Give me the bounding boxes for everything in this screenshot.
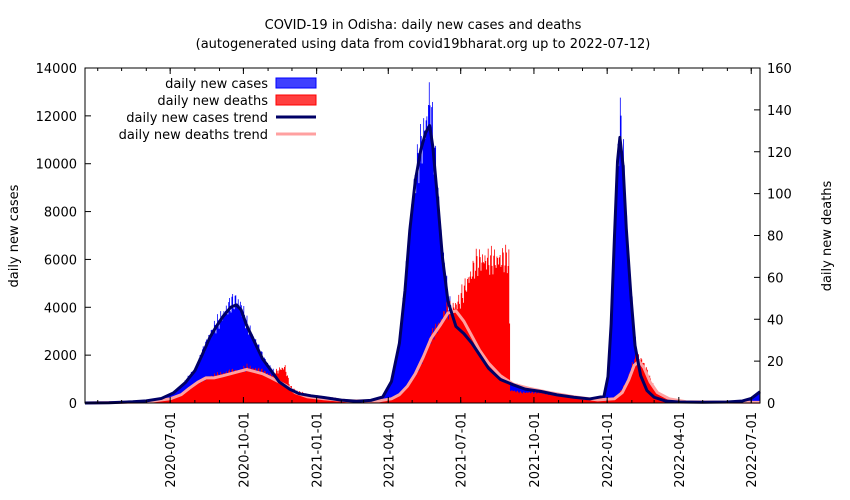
y-axis-label: daily new cases	[7, 184, 22, 287]
y2-tick-label: 60	[767, 271, 784, 286]
legend-label-cases: daily new cases	[165, 77, 268, 92]
y-tick-label: 4000	[44, 301, 77, 316]
y-tick-label: 10000	[36, 158, 77, 173]
x-tick-label: 2020-07-01	[164, 412, 179, 488]
y-tick-label: 6000	[44, 253, 77, 268]
y-tick-label: 2000	[44, 349, 77, 364]
y2-tick-label: 80	[767, 230, 784, 245]
trend-lines-layer	[84, 123, 761, 405]
legend: daily new cases daily new deaths daily n…	[119, 77, 317, 143]
y-tick-label: 8000	[44, 206, 77, 221]
y-axis-ticks: 0 2000 4000 6000 8000 10000 12000 14000	[36, 62, 91, 412]
cases-bars	[85, 82, 760, 404]
x-axis-ticks: 2020-07-01 2020-10-01 2021-01-01 2021-04-01…	[97, 68, 760, 488]
x-tick-label: 2022-04-01	[673, 412, 688, 488]
x-tick-label: 2021-10-01	[528, 412, 543, 488]
legend-label-cases-trend: daily new cases trend	[126, 111, 268, 126]
legend-label-deaths-trend: daily new deaths trend	[119, 128, 268, 143]
x-tick-label: 2020-10-01	[237, 412, 252, 488]
y2-tick-label: 120	[767, 146, 792, 161]
x-tick-label: 2022-07-01	[745, 412, 760, 488]
x-tick-label: 2022-01-01	[601, 412, 616, 488]
y2-tick-label: 0	[767, 397, 775, 412]
legend-label-deaths: daily new deaths	[157, 94, 268, 109]
y-tick-label: 12000	[36, 110, 77, 125]
y2-tick-label: 40	[767, 313, 784, 328]
deaths-area-layer	[85, 244, 760, 403]
y2-tick-label: 140	[767, 104, 792, 119]
deaths-trend-line	[84, 309, 761, 405]
y2-tick-label: 160	[767, 62, 792, 77]
x-tick-label: 2021-07-01	[455, 412, 470, 488]
x-tick-label: 2021-01-01	[311, 412, 326, 488]
y-tick-label: 14000	[36, 62, 77, 77]
y-tick-label: 0	[69, 397, 77, 412]
y2-tick-label: 100	[767, 188, 792, 203]
legend-swatch-deaths	[275, 94, 317, 106]
deaths-bars	[85, 244, 760, 403]
y2-axis-ticks: 0 20 40 60 80 100 120 140 160	[754, 62, 792, 412]
cases-area-layer	[85, 82, 760, 404]
y2-tick-label: 20	[767, 355, 784, 370]
x-tick-label: 2021-04-01	[382, 412, 397, 488]
chart-subtitle: (autogenerated using data from covid19bh…	[196, 37, 651, 52]
legend-swatch-cases	[275, 77, 317, 89]
cases-trend-line	[84, 123, 761, 405]
chart-title: COVID-19 in Odisha: daily new cases and …	[265, 18, 582, 33]
y2-axis-label: daily new deaths	[820, 180, 835, 291]
